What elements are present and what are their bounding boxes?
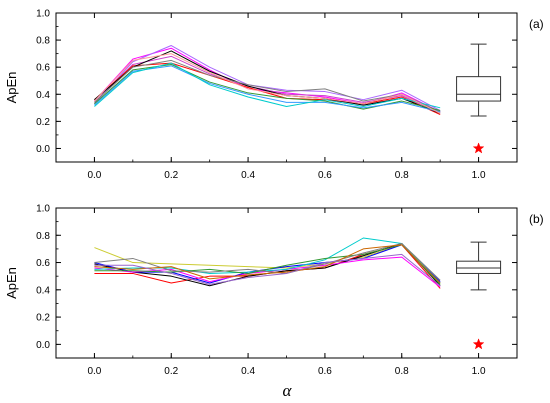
y-tick-label: 1.0: [36, 204, 50, 215]
x-tick-label: 0.6: [318, 170, 332, 181]
y-tick-label: 0.2: [36, 117, 50, 128]
x-tick-label: 0.4: [241, 366, 255, 377]
series-line-10: [94, 253, 441, 287]
y-tick-label: 0.6: [36, 63, 50, 74]
series-line-4: [94, 62, 441, 116]
y-tick-label: 0.0: [36, 144, 50, 155]
star-marker: [472, 338, 485, 350]
series-line-6: [94, 237, 441, 284]
star-marker: [472, 142, 485, 154]
series-line-8: [94, 242, 441, 281]
series-line-2: [94, 244, 441, 289]
series-line-3: [94, 45, 441, 111]
y-axis-label: ApEn: [4, 72, 19, 104]
series-line-6: [94, 59, 441, 113]
x-tick-label: 0.0: [87, 366, 101, 377]
series-line-8: [94, 65, 441, 113]
series-line-9: [94, 244, 441, 284]
y-tick-label: 1.0: [36, 9, 50, 20]
series-line-9: [94, 62, 441, 109]
x-axis-title: α: [283, 381, 293, 400]
plot-frame: [55, 12, 518, 163]
panel-label: (a): [529, 17, 544, 31]
x-tick-label: 0.2: [164, 366, 178, 377]
x-tick-label: 0.8: [395, 170, 409, 181]
panel-a: 0.0 0.2 0.4 0.6 0.8 1.0 0.0 0.2 0.4 0.6 0.8 1.0 ApEn…: [4, 9, 544, 182]
x-tick-label: 1.0: [472, 170, 486, 181]
y-axis-label: ApEn: [4, 267, 19, 299]
panel-b: 0.0 0.2 0.4 0.6 0.8 1.0 0.0 0.2 0.4 0.6 0.8 1.0 ApEn…: [4, 204, 544, 378]
panel-label: (b): [529, 212, 544, 226]
x-tick-label: 0.0: [87, 170, 101, 181]
plot-frame: [55, 207, 518, 359]
y-tick-label: 0.2: [36, 313, 50, 324]
series-line-5: [94, 50, 441, 114]
x-tick-label: 0.6: [318, 366, 332, 377]
boxplot-box: [456, 260, 502, 274]
series-line-7: [94, 244, 441, 285]
y-tick-label: 0.4: [36, 90, 50, 101]
boxplot-box: [456, 76, 502, 102]
y-tick-label: 0.4: [36, 285, 50, 296]
y-tick-label: 0.8: [36, 36, 50, 47]
y-tick-label: 0.6: [36, 258, 50, 269]
y-tick-label: 0.0: [36, 340, 50, 351]
series-line-1: [94, 244, 441, 285]
y-tick-label: 0.8: [36, 231, 50, 242]
x-tick-label: 0.2: [164, 170, 178, 181]
series-line-10: [94, 53, 441, 114]
x-tick-label: 1.0: [472, 366, 486, 377]
x-tick-label: 0.4: [241, 170, 255, 181]
x-tick-label: 0.8: [395, 366, 409, 377]
